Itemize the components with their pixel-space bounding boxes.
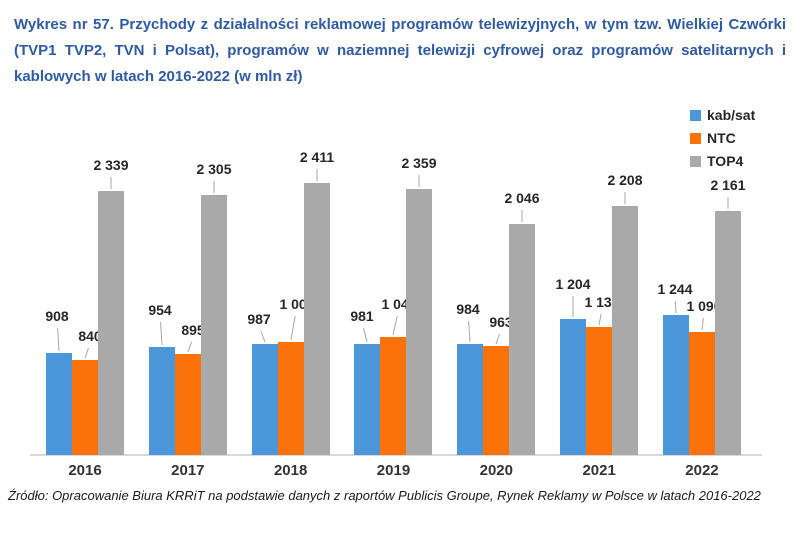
- data-label-TOP4-2016: 2 339: [93, 157, 129, 173]
- data-label-kabsat-2020: 984: [456, 301, 480, 317]
- legend-swatch-kabsat-icon: [690, 109, 701, 121]
- data-label-kabsat-2018: 987: [247, 311, 271, 327]
- bar-kabsat-2022: [663, 315, 689, 455]
- data-label-kabsat-2019: 981: [350, 308, 374, 324]
- legend-item-ntc: NTC: [690, 130, 755, 146]
- legend: kab/sat NTC TOP4: [690, 107, 755, 176]
- bar-NTC-2022: [689, 332, 715, 455]
- x-axis-label-2018: 2018: [273, 462, 308, 479]
- bar-NTC-2018: [278, 342, 304, 455]
- data-label-TOP4-2022: 2 161: [710, 177, 746, 193]
- data-label-TOP4-2020: 2 046: [504, 190, 540, 206]
- source-note: Źródło: Opracowanie Biura KRRiT na podst…: [8, 488, 761, 503]
- data-label-NTC-2016: 840: [78, 328, 102, 344]
- bar-kabsat-2016: [46, 353, 72, 455]
- data-label-TOP4-2019: 2 359: [401, 155, 437, 171]
- legend-swatch-ntc-icon: [690, 132, 701, 144]
- x-axis-label-2022: 2022: [685, 462, 719, 479]
- data-label-NTC-2022: 1 090: [686, 298, 722, 314]
- bar-kabsat-2017: [149, 347, 175, 455]
- bar-TOP4-2019: [406, 189, 432, 455]
- bar-NTC-2017: [175, 354, 201, 455]
- bar-kabsat-2018: [252, 344, 278, 455]
- data-label-NTC-2020: 963: [489, 314, 513, 330]
- bar-TOP4-2017: [201, 195, 227, 455]
- bar-NTC-2020: [483, 346, 509, 455]
- bar-NTC-2016: [72, 360, 98, 455]
- data-label-NTC-2017: 895: [181, 322, 205, 338]
- data-label-TOP4-2017: 2 305: [196, 161, 232, 177]
- legend-item-top4: TOP4: [690, 153, 755, 169]
- x-axis-line: [30, 454, 762, 456]
- x-axis-label-2016: 2016: [68, 462, 102, 479]
- x-axis-label-2017: 2017: [171, 462, 205, 479]
- chart-area: 908 840 2 339 2016 954 895 2 305 2017 987 1 000 2 …: [0, 140, 800, 490]
- x-axis-label-2019: 2019: [376, 462, 411, 479]
- data-label-NTC-2021: 1 134: [584, 294, 620, 310]
- bar-kabsat-2019: [354, 344, 380, 455]
- data-label-kabsat-2017: 954: [148, 302, 172, 318]
- bar-kabsat-2020: [457, 344, 483, 455]
- x-axis-label-2020: 2020: [479, 462, 513, 479]
- legend-label-ntc: NTC: [707, 130, 736, 146]
- bar-TOP4-2020: [509, 224, 535, 455]
- bar-NTC-2021: [586, 327, 612, 455]
- bar-kabsat-2021: [560, 319, 586, 455]
- data-label-TOP4-2018: 2 411: [299, 149, 335, 165]
- bar-TOP4-2021: [612, 206, 638, 455]
- data-label-kabsat-2021: 1 204: [555, 276, 591, 292]
- legend-label-kabsat: kab/sat: [707, 107, 756, 123]
- legend-label-top4: TOP4: [707, 153, 744, 169]
- bar-TOP4-2018: [304, 183, 330, 455]
- chart-title: Wykres nr 57. Przychody z działalności r…: [14, 16, 786, 85]
- data-label-kabsat-2022: 1 244: [657, 281, 693, 297]
- bar-NTC-2019: [380, 337, 406, 455]
- bar-TOP4-2022: [715, 211, 741, 455]
- legend-swatch-top4-icon: [690, 155, 701, 167]
- data-label-kabsat-2016: 908: [45, 308, 69, 324]
- legend-item-kabsat: kab/sat: [690, 107, 755, 123]
- x-axis-label-2021: 2021: [582, 462, 616, 479]
- data-label-TOP4-2021: 2 208: [607, 172, 643, 188]
- bar-TOP4-2016: [98, 191, 124, 455]
